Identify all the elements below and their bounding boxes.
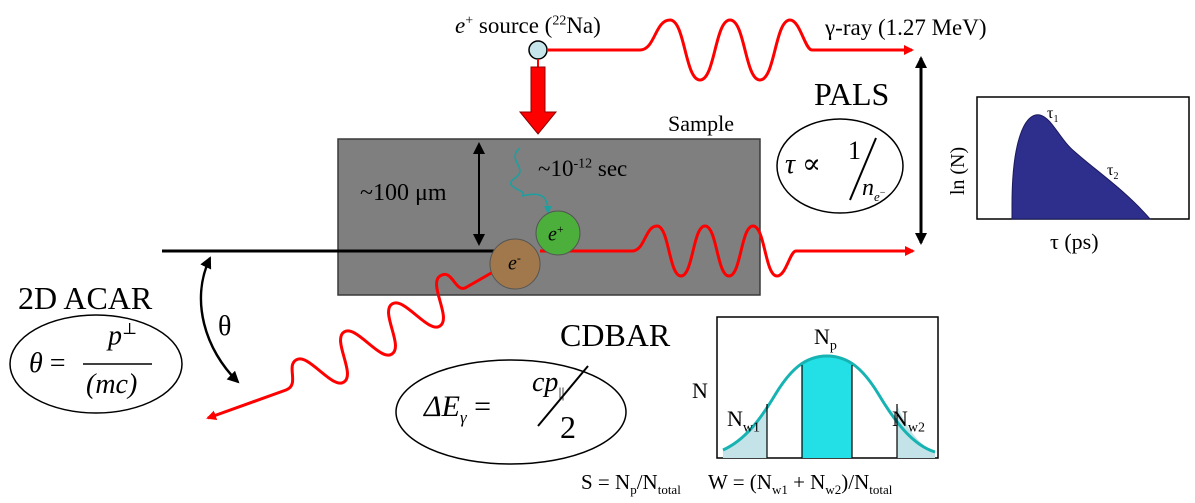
electron-label: e- [508,251,521,275]
nw2-label: Nw2 [892,406,926,436]
acar-label: 2D ACAR [18,280,153,316]
acar-formula-lhs: θ = [29,348,66,379]
wing-right [897,405,935,458]
cdbar-formula-numerator: cp|| [532,367,565,402]
positron-label: e+ [548,222,564,246]
gamma-label: γ-ray (1.27 MeV) [825,15,987,40]
pals-formula-denominator: ne− [862,175,886,204]
cdbar-formula-denominator: 2 [560,409,576,445]
pals-label: PALS [814,76,890,112]
theta-arc [199,256,240,384]
gamma-wave-left [206,266,501,421]
pals-formula-lhs: τ ∝ [785,149,821,180]
cdbar-formula-lhs: ΔEγ = [424,390,492,427]
pals-formula-numerator: 1 [848,136,861,165]
doppler-ylabel: N [692,378,708,403]
gamma-wave-top [547,18,914,82]
positron-particle [535,210,581,256]
nw1-label: Nw1 [727,406,761,436]
gauss-curve [722,354,936,454]
tau2-label: τ2 [1107,162,1119,183]
pals-formula-ellipse [776,118,904,214]
tau1-label: τ1 [1047,105,1059,126]
cdbar-fraction-slash [537,365,589,427]
lifetime-curve [1011,114,1152,220]
electron-particle [489,238,541,290]
lifetime-ylabel: ln (N) [947,146,970,196]
positron-diffusion-path [510,147,552,214]
time-label: ~10-12 sec [538,156,628,181]
cdbar-formula-ellipse [395,359,627,465]
pals-fraction-slash [849,137,877,201]
injection-arrow [518,66,558,135]
acar-formula-numerator: p⊥ [108,320,138,352]
theta-label: θ [218,311,232,342]
cdbar-label: CDBAR [560,317,671,353]
s-formula: S = Np/Ntotal [581,470,681,498]
peak-region [802,356,852,458]
sample-label: Sample [668,111,734,136]
w-formula: W = (Nw1 + Nw2)/Ntotal [708,470,893,498]
depth-label: ~100 μm [360,180,447,206]
np-label: Np [814,324,837,354]
acar-formula-denominator: (mc) [86,369,138,400]
positron-source [528,40,548,60]
source-label: e+ source (22Na) [455,13,601,38]
gamma-wave-right [540,224,915,278]
lifetime-xlabel: τ (ps) [1050,229,1099,254]
